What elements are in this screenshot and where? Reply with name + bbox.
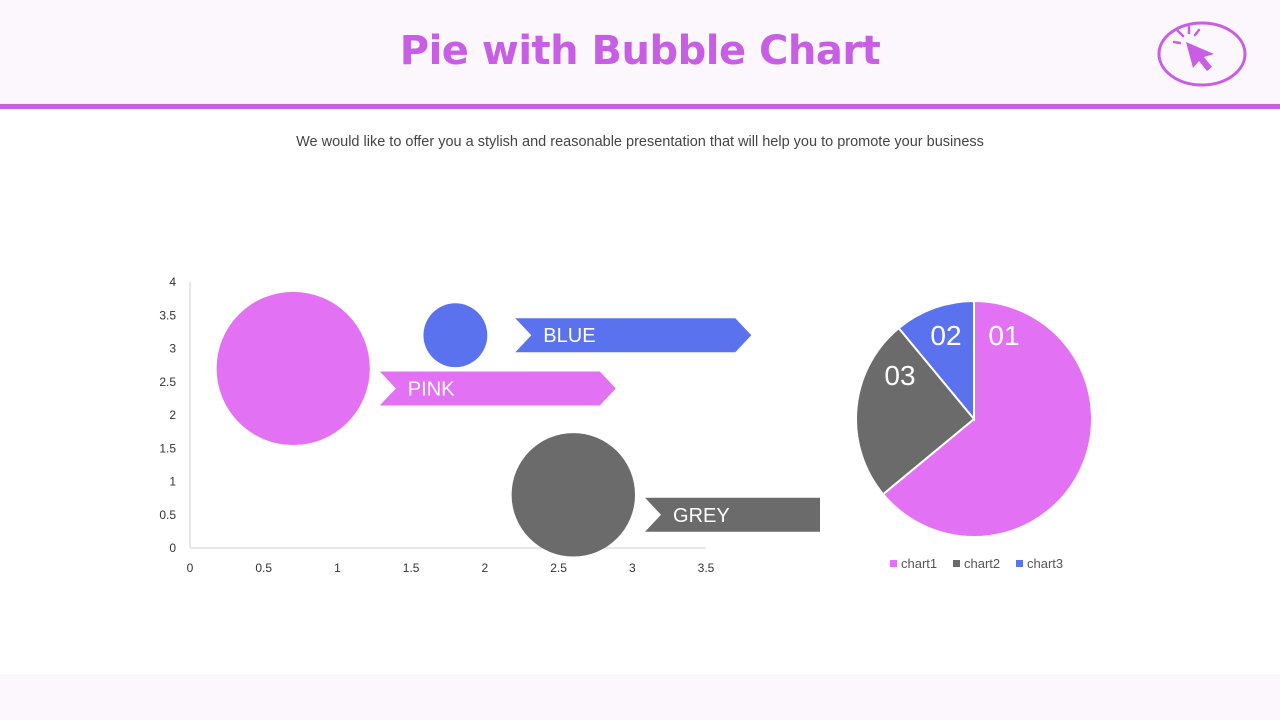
y-tick-label: 1.5 xyxy=(159,441,176,455)
header-divider xyxy=(0,104,1280,109)
x-tick-label: 0 xyxy=(187,561,194,575)
y-tick-label: 1 xyxy=(169,475,176,489)
x-tick-label: 1.5 xyxy=(403,561,420,575)
pie-data-label: 02 xyxy=(930,320,961,351)
bubble-blue xyxy=(423,303,488,368)
legend-label-chart2: chart2 xyxy=(964,556,1000,571)
y-tick-label: 4 xyxy=(169,275,176,289)
legend-label-chart3: chart3 xyxy=(1027,556,1063,571)
pie-slice-chart2 xyxy=(855,326,976,496)
cursor-click-icon xyxy=(1156,20,1248,88)
y-tick-label: 3 xyxy=(169,342,176,356)
banner-blue xyxy=(515,318,752,353)
legend-swatch-chart3 xyxy=(1016,560,1023,567)
pie-slice-chart3 xyxy=(897,299,975,422)
banner-grey xyxy=(645,497,820,532)
header-bar xyxy=(0,0,1280,104)
x-tick-label: 0.5 xyxy=(255,561,272,575)
pie-chart: 01 03 02 chart1 chart2 chart3 xyxy=(855,299,1093,571)
banner-pink xyxy=(379,371,616,406)
legend-label-chart1: chart1 xyxy=(901,556,937,571)
legend-swatch-chart1 xyxy=(890,560,897,567)
subtitle-text: We would like to offer you a stylish and… xyxy=(296,134,984,150)
x-tick-label: 1 xyxy=(334,561,341,575)
y-tick-label: 2 xyxy=(169,408,176,422)
bubble-pink xyxy=(216,291,370,446)
x-tick-label: 3 xyxy=(629,561,636,575)
pie-slice-chart1 xyxy=(881,299,1093,538)
legend-swatch-chart2 xyxy=(953,560,960,567)
y-tick-label: 2.5 xyxy=(159,375,176,389)
x-tick-label: 3.5 xyxy=(698,561,715,575)
y-tick-label: 0.5 xyxy=(159,508,176,522)
y-tick-label: 0 xyxy=(169,541,176,555)
bubble-grey xyxy=(511,433,636,557)
page-title: Pie with Bubble Chart xyxy=(399,28,881,74)
banner-label-blue: BLUE xyxy=(543,325,595,347)
x-tick-label: 2.5 xyxy=(550,561,567,575)
footer-bar xyxy=(0,674,1280,720)
pie-data-label: 01 xyxy=(988,320,1019,351)
pie-data-label: 03 xyxy=(884,360,915,391)
banner-label-pink: PINK xyxy=(408,378,455,400)
banner-label-grey: GREY xyxy=(673,505,730,527)
bubble-chart: 0 0.5 1 1.5 2 2.5 3 3.5 0 0.5 1 1.5 2 2.5 3 3.5 4 PINK BLU… xyxy=(159,275,820,575)
x-tick-label: 2 xyxy=(482,561,489,575)
y-tick-label: 3.5 xyxy=(159,308,176,322)
